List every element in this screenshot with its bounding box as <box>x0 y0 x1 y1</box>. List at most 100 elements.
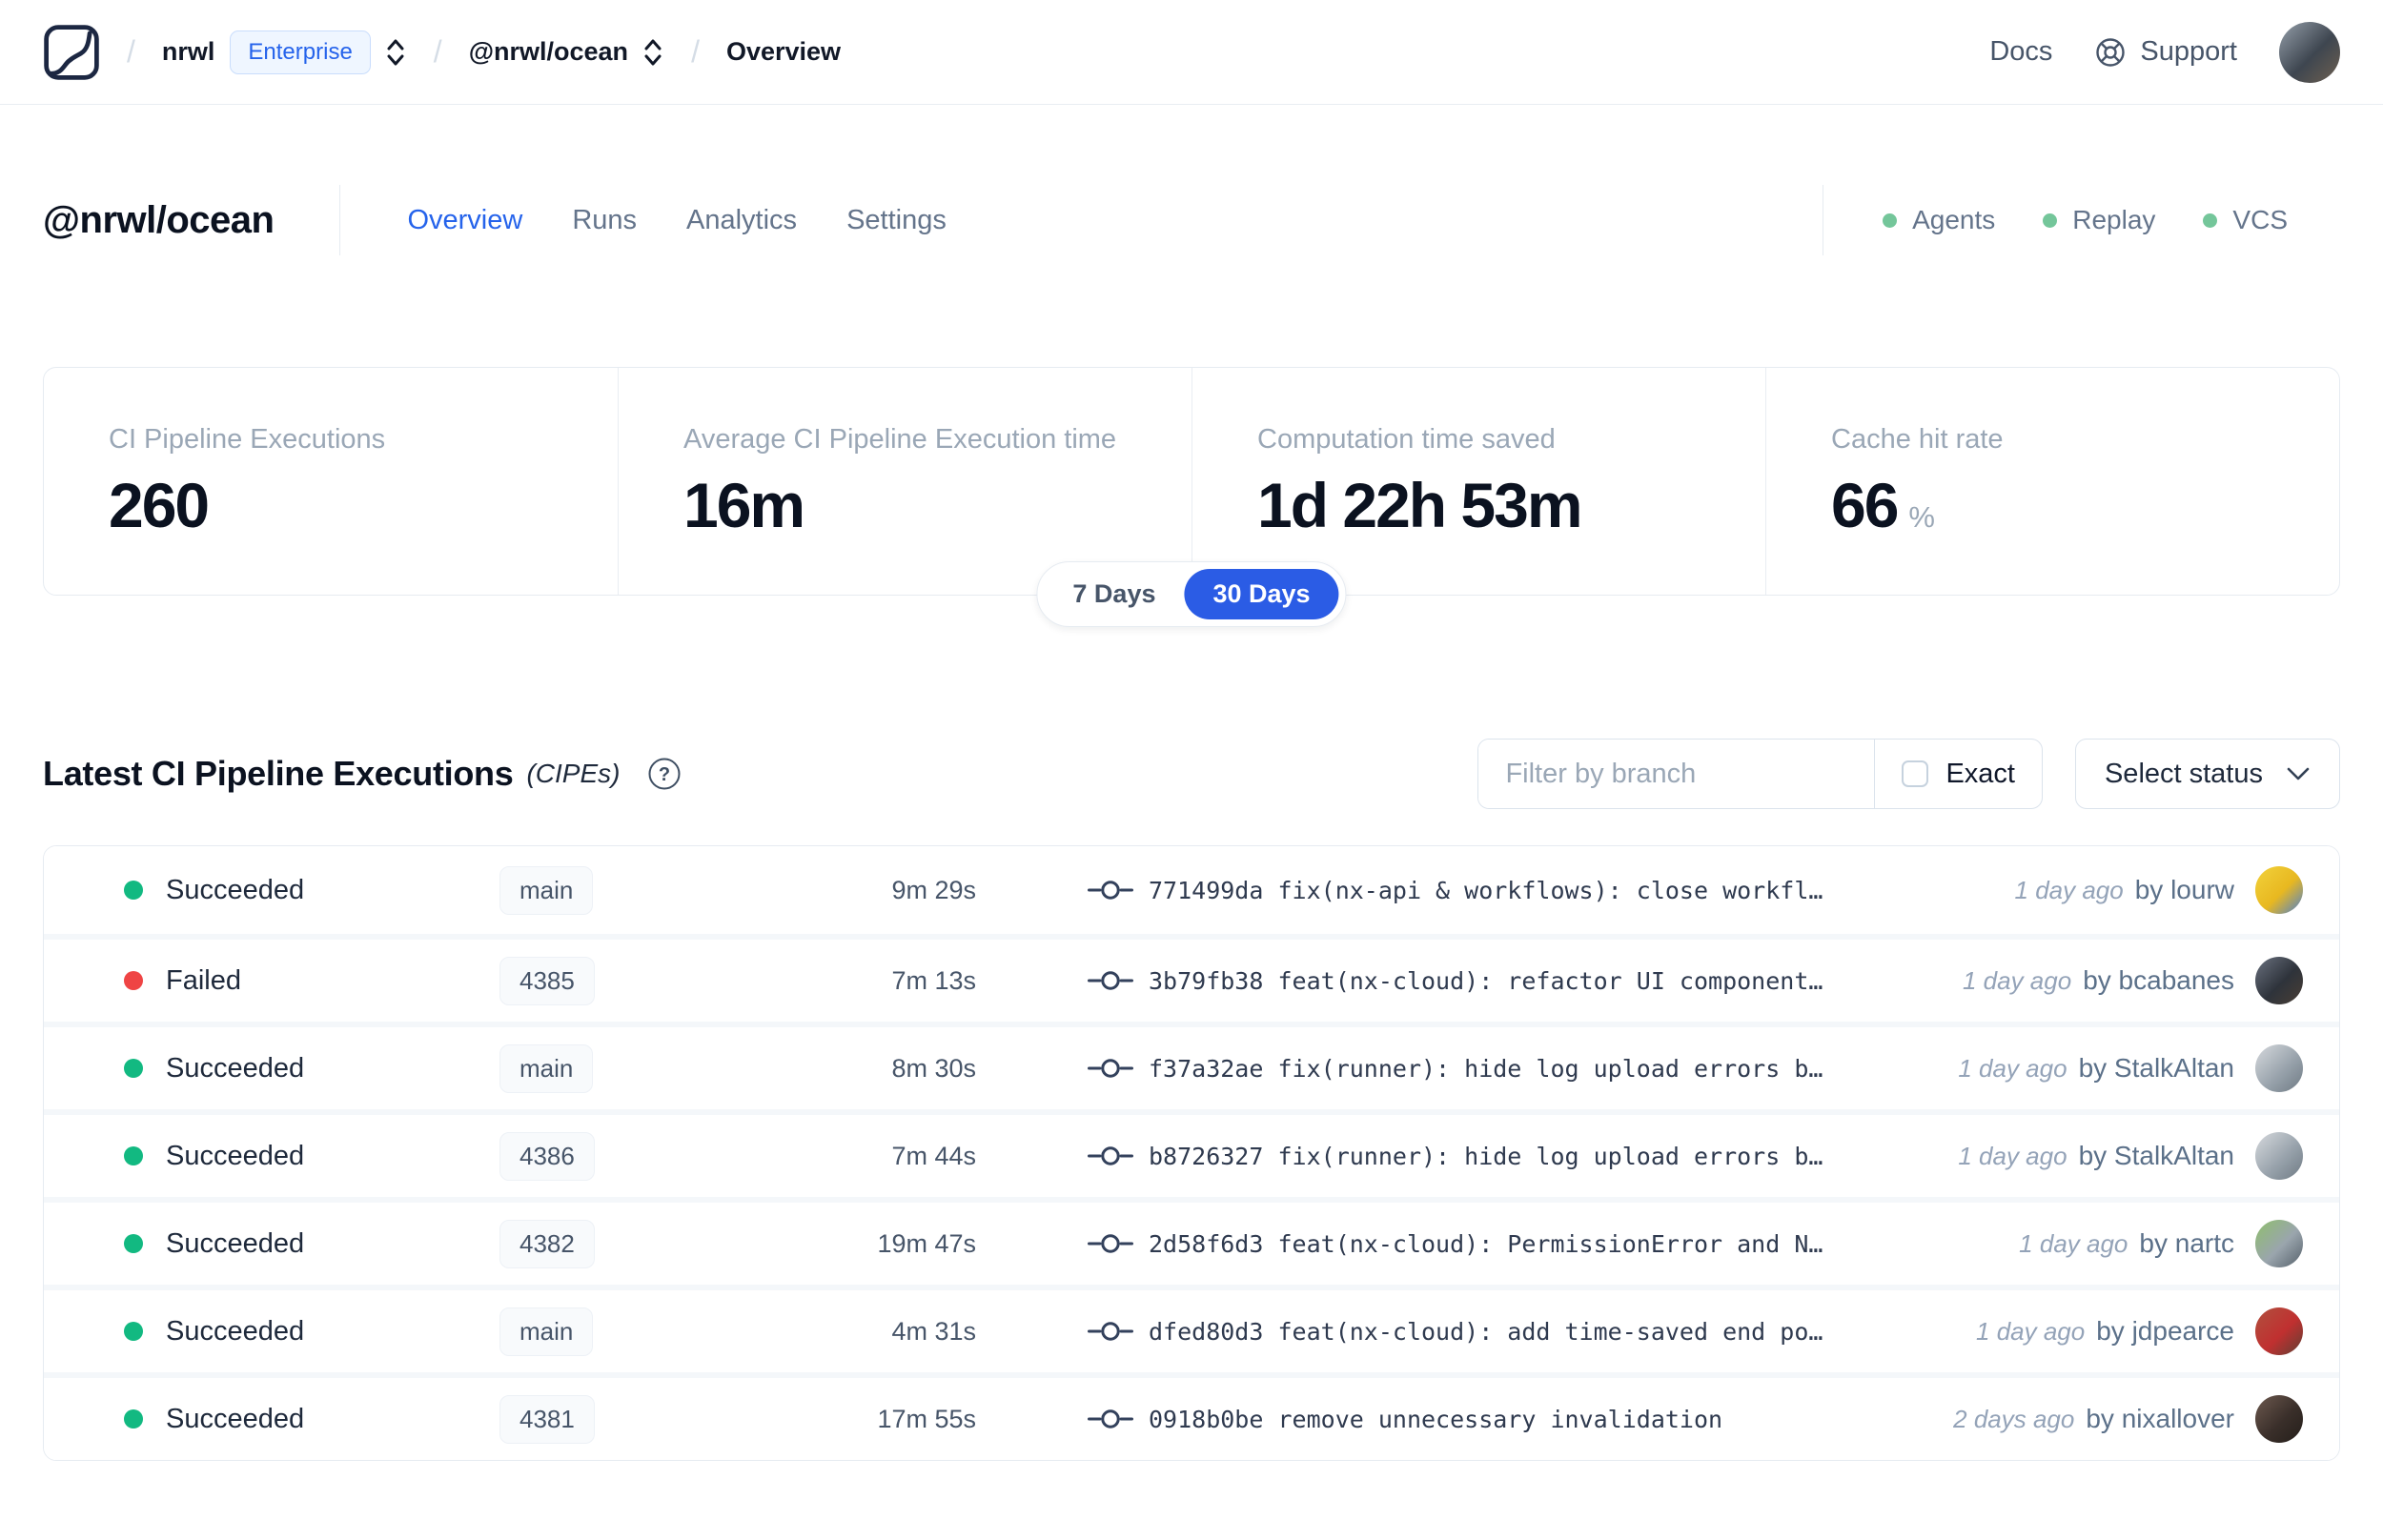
service-status-indicators: Agents Replay VCS <box>1883 205 2288 235</box>
row-duration: 7m 44s <box>891 1141 976 1170</box>
workspace-header: @nrwl/ocean Overview Runs Analytics Sett… <box>43 176 2340 264</box>
stat-cache-hit-rate: Cache hit rate 66 % <box>1765 368 2339 595</box>
commit-text: b8726327 fix(runner): hide log upload er… <box>1149 1143 1823 1170</box>
row-branch-cell: main <box>499 1044 833 1093</box>
row-status: Succeeded <box>166 1403 305 1434</box>
enterprise-badge[interactable]: Enterprise <box>230 30 371 74</box>
tab-settings[interactable]: Settings <box>846 204 947 235</box>
branch-badge: 4386 <box>499 1131 595 1181</box>
status-dot-icon <box>124 971 143 990</box>
exact-match-control: Exact <box>1874 740 2042 808</box>
cipe-row[interactable]: Succeeded 4386 7m 44s b8726327 fix(runne… <box>44 1109 2339 1197</box>
help-icon[interactable]: ? <box>646 756 682 792</box>
commit-text: 2d58f6d3 feat(nx-cloud): PermissionError… <box>1149 1230 1823 1258</box>
docs-link[interactable]: Docs <box>1989 36 2053 67</box>
row-time-ago: 1 day ago <box>1962 965 2072 995</box>
row-branch-cell: 4381 <box>499 1394 833 1444</box>
row-commit: f37a32ae fix(runner): hide log upload er… <box>1088 1055 1823 1083</box>
row-time-ago: 1 day ago <box>1958 1053 2067 1083</box>
row-time-ago: 2 days ago <box>1953 1404 2075 1433</box>
row-commit: 771499da fix(nx-api & workflows): close … <box>1088 877 1823 904</box>
row-duration: 9m 29s <box>891 875 976 904</box>
git-commit-icon <box>1088 1407 1133 1431</box>
breadcrumb-separator: / <box>433 34 442 69</box>
nx-cloud-logo-icon[interactable] <box>43 24 100 81</box>
exact-label: Exact <box>1945 758 2015 789</box>
workspace-switcher-icon[interactable] <box>642 35 664 70</box>
support-link[interactable]: Support <box>2094 36 2237 69</box>
row-branch-cell: 4382 <box>499 1219 833 1268</box>
tab-runs[interactable]: Runs <box>572 204 638 235</box>
row-duration: 17m 55s <box>877 1404 976 1433</box>
support-label: Support <box>2140 36 2237 67</box>
row-meta: 1 day ago by lourw <box>2015 866 2339 914</box>
select-status-dropdown[interactable]: Select status <box>2074 739 2340 809</box>
row-commit: 0918b0be remove unnecessary invalidation <box>1088 1406 1722 1433</box>
branch-badge: 4385 <box>499 956 595 1005</box>
tab-analytics[interactable]: Analytics <box>686 204 798 235</box>
user-avatar[interactable] <box>2279 21 2340 83</box>
row-time-ago: 1 day ago <box>1958 1141 2067 1170</box>
stat-computation-time-saved: Computation time saved 1d 22h 53m <box>1192 368 1765 595</box>
range-30-days[interactable]: 30 Days <box>1184 569 1339 619</box>
cipe-row[interactable]: Succeeded 4382 19m 47s 2d58f6d3 feat(nx-… <box>44 1197 2339 1285</box>
row-author: by bcabanes <box>2083 965 2234 995</box>
stats-card: CI Pipeline Executions 260 Average CI Pi… <box>43 367 2340 596</box>
percent-suffix: % <box>1908 500 1935 534</box>
status-agents: Agents <box>1883 205 1995 235</box>
date-range-toggle: 7 Days 30 Days <box>1036 561 1347 627</box>
cipe-row[interactable]: Succeeded main 9m 29s 771499da fix(nx-ap… <box>44 846 2339 934</box>
exact-checkbox[interactable] <box>1902 760 1929 787</box>
row-author: by nixallover <box>2086 1404 2234 1433</box>
row-meta: 1 day ago by jdpearce <box>1976 1307 2339 1355</box>
row-meta: 1 day ago by StalkAltan <box>1958 1044 2339 1092</box>
row-meta: 2 days ago by nixallover <box>1953 1395 2339 1443</box>
breadcrumb-workspace[interactable]: @nrwl/ocean <box>468 37 629 66</box>
cipe-section-header: Latest CI Pipeline Executions (CIPEs) ? … <box>43 739 2340 809</box>
status-dot-icon <box>124 1234 143 1253</box>
stat-value: 260 <box>109 470 210 540</box>
commit-hash: 0918b0be <box>1149 1405 1264 1433</box>
cipe-row[interactable]: Succeeded main 8m 30s f37a32ae fix(runne… <box>44 1022 2339 1109</box>
author-avatar <box>2255 957 2303 1004</box>
branch-filter-group: Exact <box>1477 739 2043 809</box>
green-dot-icon <box>1883 213 1898 228</box>
commit-text: f37a32ae fix(runner): hide log upload er… <box>1149 1055 1823 1083</box>
row-author: by StalkAltan <box>2078 1141 2234 1170</box>
commit-hash: 771499da <box>1149 876 1264 904</box>
row-commit: 2d58f6d3 feat(nx-cloud): PermissionError… <box>1088 1230 1823 1258</box>
breadcrumb-org[interactable]: nrwl <box>161 37 215 66</box>
branch-badge: 4381 <box>499 1394 595 1444</box>
commit-message: fix(runner): hide log upload errors b… <box>1277 1142 1823 1170</box>
cipe-row[interactable]: Succeeded 4381 17m 55s 0918b0be remove u… <box>44 1372 2339 1460</box>
range-7-days[interactable]: 7 Days <box>1072 579 1156 608</box>
cipe-row[interactable]: Failed 4385 7m 13s 3b79fb38 feat(nx-clou… <box>44 934 2339 1022</box>
tab-overview[interactable]: Overview <box>407 204 523 235</box>
row-status: Succeeded <box>166 1227 305 1259</box>
status-dot-icon <box>124 1409 143 1429</box>
row-author: by StalkAltan <box>2078 1053 2234 1083</box>
green-dot-icon <box>2203 213 2218 228</box>
commit-text: 3b79fb38 feat(nx-cloud): refactor UI com… <box>1149 967 1823 995</box>
commit-hash: b8726327 <box>1149 1142 1264 1170</box>
row-status: Succeeded <box>166 1140 305 1171</box>
breadcrumb-separator: / <box>127 34 135 69</box>
stat-value: 1d 22h 53m <box>1257 470 1583 540</box>
page-content: @nrwl/ocean Overview Runs Analytics Sett… <box>0 176 2383 1461</box>
row-meta: 1 day ago by nartc <box>2019 1220 2339 1267</box>
row-commit: 3b79fb38 feat(nx-cloud): refactor UI com… <box>1088 967 1823 995</box>
author-avatar <box>2255 1220 2303 1267</box>
commit-text: 771499da fix(nx-api & workflows): close … <box>1149 877 1823 904</box>
org-switcher-icon[interactable] <box>384 35 407 70</box>
branch-badge: main <box>499 1044 594 1093</box>
cipe-row[interactable]: Succeeded main 4m 31s dfed80d3 feat(nx-c… <box>44 1285 2339 1372</box>
status-replay: Replay <box>2043 205 2155 235</box>
branch-filter-input[interactable] <box>1478 740 1875 808</box>
row-commit: dfed80d3 feat(nx-cloud): add time-saved … <box>1088 1318 1823 1346</box>
author-avatar <box>2255 1132 2303 1180</box>
author-avatar <box>2255 866 2303 914</box>
row-status: Succeeded <box>166 874 305 905</box>
commit-text: dfed80d3 feat(nx-cloud): add time-saved … <box>1149 1318 1823 1346</box>
row-branch-cell: 4385 <box>499 956 833 1005</box>
chevron-down-icon <box>2286 766 2311 781</box>
